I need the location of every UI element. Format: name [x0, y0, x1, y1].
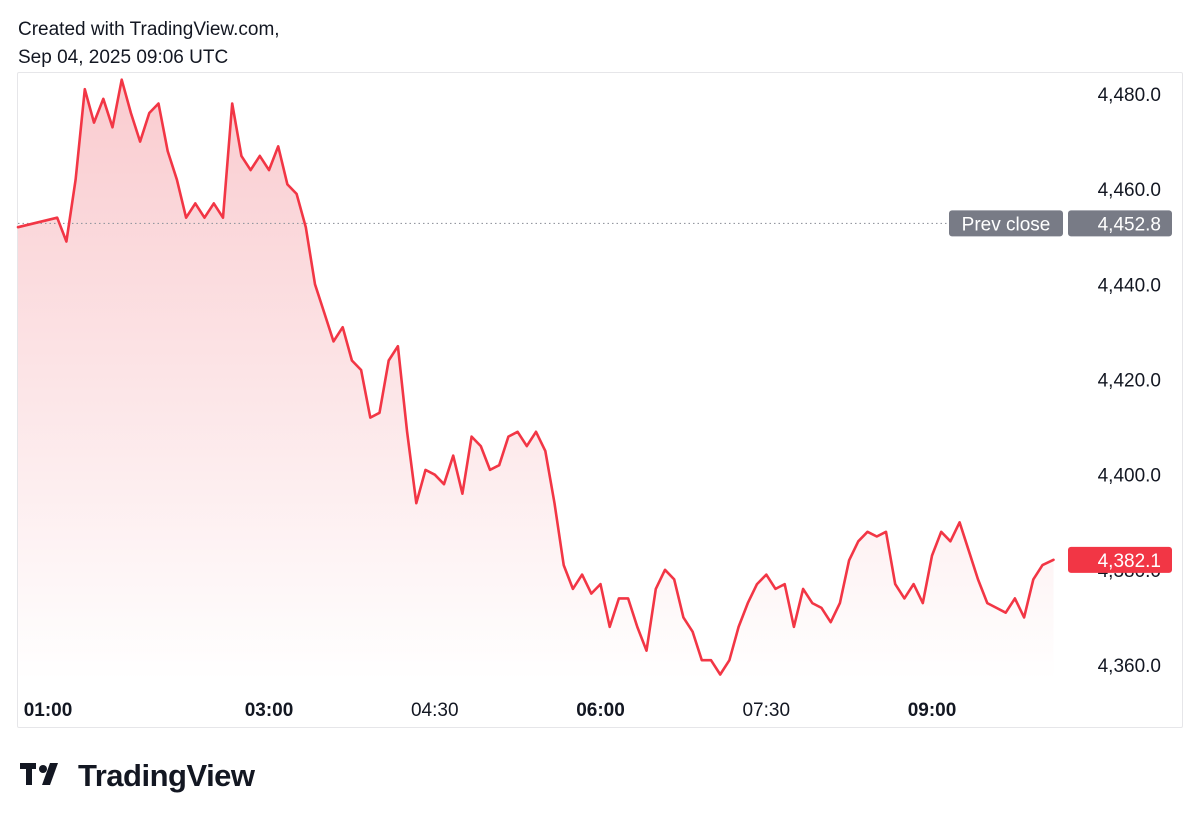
x-tick-label: 01:00 — [24, 700, 73, 721]
chart-header: Created with TradingView.com, Sep 04, 20… — [18, 16, 280, 72]
brand-name: TradingView — [78, 758, 255, 793]
y-tick-label: 4,400.0 — [1098, 466, 1161, 487]
y-tick-label: 4,360.0 — [1098, 656, 1161, 677]
chart-frame — [17, 72, 1183, 728]
last-price-value: 4,382.1 — [1098, 551, 1161, 572]
prev-close-label: Prev close — [962, 214, 1051, 235]
tradingview-logo-icon — [20, 761, 68, 792]
x-tick-label: 09:00 — [908, 700, 957, 721]
y-tick-label: 4,460.0 — [1098, 180, 1161, 201]
x-tick-label: 03:00 — [245, 700, 294, 721]
y-tick-label: 4,440.0 — [1098, 275, 1161, 296]
price-line — [16, 78, 1055, 676]
tradingview-brand[interactable]: TradingView — [20, 758, 255, 794]
snapshot-timestamp: Sep 04, 2025 09:06 UTC — [18, 47, 229, 68]
x-tick-label: 07:30 — [742, 700, 790, 721]
x-tick-label: 06:00 — [576, 700, 625, 721]
prev-close-value: 4,452.8 — [1098, 214, 1161, 235]
y-tick-label: 4,420.0 — [1098, 371, 1161, 392]
last-price-badge — [1068, 546, 1172, 573]
x-tick-label: 04:30 — [411, 700, 459, 721]
prev-close-value-badge — [1068, 210, 1172, 237]
y-tick-label: 4,480.0 — [1098, 85, 1161, 106]
prev-close-label-badge — [949, 210, 1063, 237]
price-area-fill — [18, 79, 1054, 680]
created-with-text: Created with TradingView.com, — [18, 19, 280, 40]
